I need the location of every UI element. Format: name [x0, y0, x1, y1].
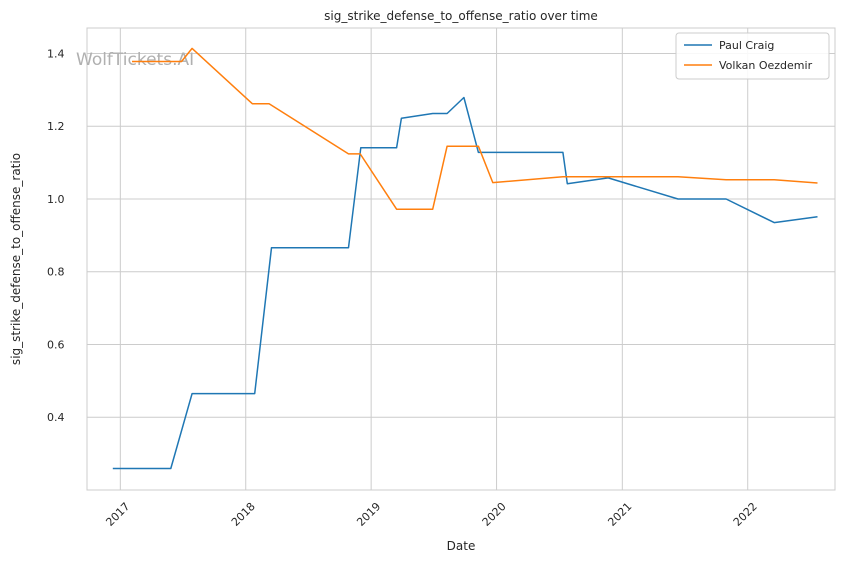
x-tick-label: 2021: [605, 500, 634, 529]
x-gridlines: [119, 28, 749, 490]
y-tick-label: 0.8: [47, 266, 65, 279]
x-tick-label: 2020: [480, 500, 509, 529]
legend-label: Paul Craig: [719, 39, 774, 52]
y-tick-labels: 0.4 0.6 0.8 1.0 1.2 1.4: [47, 47, 65, 424]
y-axis-label: sig_strike_defense_to_offense_ratio: [9, 153, 23, 365]
chart-title: sig_strike_defense_to_offense_ratio over…: [324, 9, 598, 23]
y-tick-label: 0.4: [47, 411, 65, 424]
x-tick-label: 2018: [229, 500, 258, 529]
plot-area: [86, 27, 836, 491]
watermark-text: WolfTickets.AI: [76, 50, 194, 70]
series-line-paul-craig: [112, 96, 818, 470]
legend: Paul Craig Volkan Oezdemir: [675, 32, 830, 80]
y-tick-label: 0.6: [47, 338, 65, 351]
y-tick-label: 1.0: [47, 193, 65, 206]
x-tick-labels: 2017 2018 2019 2020 2021 2022: [103, 500, 759, 529]
x-axis-label: Date: [447, 539, 476, 553]
legend-label: Volkan Oezdemir: [719, 59, 813, 72]
x-tick-label: 2022: [731, 500, 760, 529]
legend-box: [675, 32, 830, 80]
x-tick-label: 2019: [354, 500, 383, 529]
y-tick-label: 1.2: [47, 120, 65, 133]
x-tick-label: 2017: [103, 500, 132, 529]
series-layer: [112, 47, 818, 470]
series-line-volkan-oezdemir: [132, 47, 818, 210]
y-tick-label: 1.4: [47, 47, 65, 60]
